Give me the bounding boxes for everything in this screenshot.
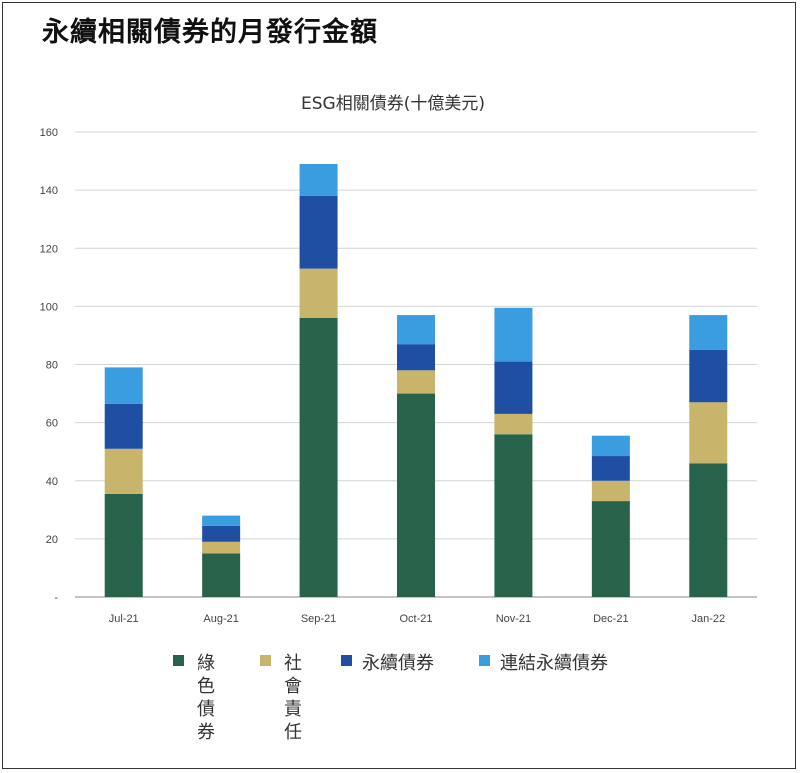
- legend-swatch-2: [260, 655, 271, 666]
- legend-swatch-4: [479, 655, 490, 666]
- bar-segment-2-Nov-21: [494, 413, 533, 435]
- y-tick-label: 20: [46, 534, 58, 546]
- x-tick-label: Nov-21: [496, 613, 531, 625]
- y-tick-label: 160: [40, 127, 58, 139]
- bar-segment-4-Dec-21: [591, 435, 630, 457]
- x-tick-label: Jul-21: [109, 613, 139, 625]
- y-axis-ticks: - 20 40 60 80 100 120 140 160: [40, 127, 59, 604]
- bar-segment-4-Aug-21: [202, 515, 241, 526]
- legend-label-4: 連結永續債券: [500, 653, 608, 674]
- x-tick-label: Dec-21: [593, 613, 628, 625]
- bar-segment-3-Aug-21: [202, 525, 241, 542]
- bar-segment-4-Jul-21: [104, 367, 143, 404]
- bar-segment-1-Jul-21: [104, 493, 143, 597]
- bar-segment-1-Aug-21: [202, 553, 241, 597]
- x-tick-label: Jan-22: [691, 613, 725, 625]
- y-tick-label: 100: [40, 301, 58, 313]
- bar-segment-2-Jul-21: [104, 448, 143, 494]
- bar-segment-4-Oct-21: [397, 315, 435, 345]
- chart-title: ESG相關債券(十億美元): [301, 94, 485, 114]
- bar-segment-2-Jan-22: [689, 402, 728, 464]
- y-tick-label: 80: [46, 360, 58, 372]
- y-tick-label: 40: [46, 476, 58, 488]
- legend-swatch-3: [341, 655, 352, 666]
- y-tick-label: 60: [46, 418, 58, 430]
- bar-segment-2-Dec-21: [591, 480, 630, 502]
- bar-segment-3-Jul-21: [104, 403, 143, 449]
- bar-segment-2-Aug-21: [202, 541, 241, 554]
- bar-segment-1-Sep-21: [299, 318, 338, 597]
- bar-segment-2-Sep-21: [299, 268, 338, 318]
- legend-swatch-1: [173, 655, 184, 666]
- bars: [104, 163, 728, 597]
- y-tick-label: 140: [40, 185, 58, 197]
- bar-segment-1-Dec-21: [591, 501, 630, 597]
- bar-segment-3-Jan-22: [689, 349, 728, 403]
- x-tick-label: Sep-21: [301, 613, 336, 625]
- y-tick-label: -: [54, 592, 58, 604]
- x-tick-label: Aug-21: [203, 613, 238, 625]
- x-tick-label: Oct-21: [399, 613, 432, 625]
- bar-segment-1-Oct-21: [397, 393, 435, 597]
- legend-label-1: 綠色債券: [197, 653, 215, 743]
- bar-segment-1-Nov-21: [494, 434, 533, 597]
- bar-segment-3-Nov-21: [494, 361, 533, 414]
- bar-segment-1-Jan-22: [689, 463, 728, 597]
- legend: 綠色債券 社會責任 永續債券 連結永續債券: [173, 653, 608, 743]
- bar-segment-2-Oct-21: [397, 370, 435, 394]
- y-tick-label: 120: [40, 243, 58, 255]
- bar-segment-4-Nov-21: [494, 307, 533, 362]
- page-title: 永續相關債券的月發行金額: [42, 17, 378, 48]
- bar-segment-3-Oct-21: [397, 344, 435, 371]
- bar-segment-3-Dec-21: [591, 456, 630, 481]
- bar-segment-4-Jan-22: [689, 315, 728, 350]
- x-axis-ticks: Jul-21 Aug-21 Sep-21 Oct-21 Nov-21 Dec-21 Jan-…: [109, 613, 725, 625]
- legend-label-2: 社會責任: [284, 653, 302, 743]
- bar-segment-4-Sep-21: [299, 163, 338, 196]
- legend-label-3: 永續債券: [362, 653, 434, 674]
- bar-segment-3-Sep-21: [299, 195, 338, 269]
